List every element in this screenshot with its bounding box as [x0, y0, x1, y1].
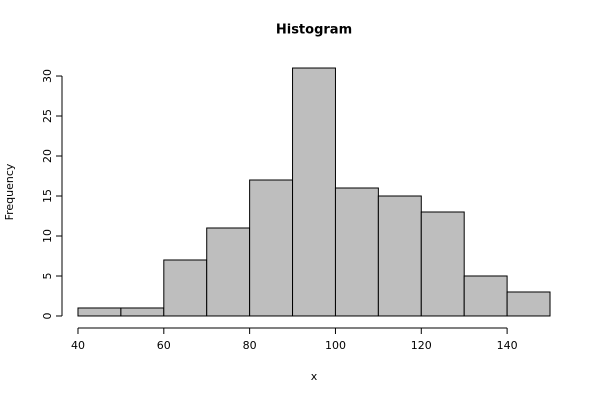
y-tick-label: 10 [41, 229, 54, 243]
bar [506, 291, 551, 317]
bar [206, 227, 251, 317]
chart-title: Histogram [276, 23, 352, 38]
bar [163, 259, 208, 317]
y-tick-label: 20 [41, 149, 54, 163]
bar [292, 67, 336, 317]
x-tick-label: 140 [497, 339, 518, 352]
y-tick-label: 15 [41, 189, 54, 203]
x-tick-label: 60 [157, 339, 171, 352]
x-tick-label: 120 [411, 339, 432, 352]
bar [334, 187, 379, 317]
x-tick-label: 40 [71, 339, 85, 352]
bar [249, 179, 294, 317]
bar [77, 307, 122, 317]
y-tick-label: 5 [41, 272, 54, 279]
y-tick-label: 30 [41, 69, 54, 83]
x-tick-label: 80 [243, 339, 257, 352]
bar [377, 195, 422, 317]
y-tick-label: 0 [41, 312, 54, 319]
bar [463, 275, 508, 317]
y-tick-label: 25 [41, 109, 54, 123]
x-tick-label: 100 [325, 339, 346, 352]
y-axis-label: Frequency [3, 163, 16, 220]
bar [420, 211, 465, 317]
bar [120, 307, 165, 317]
x-axis-label: x [311, 370, 318, 383]
